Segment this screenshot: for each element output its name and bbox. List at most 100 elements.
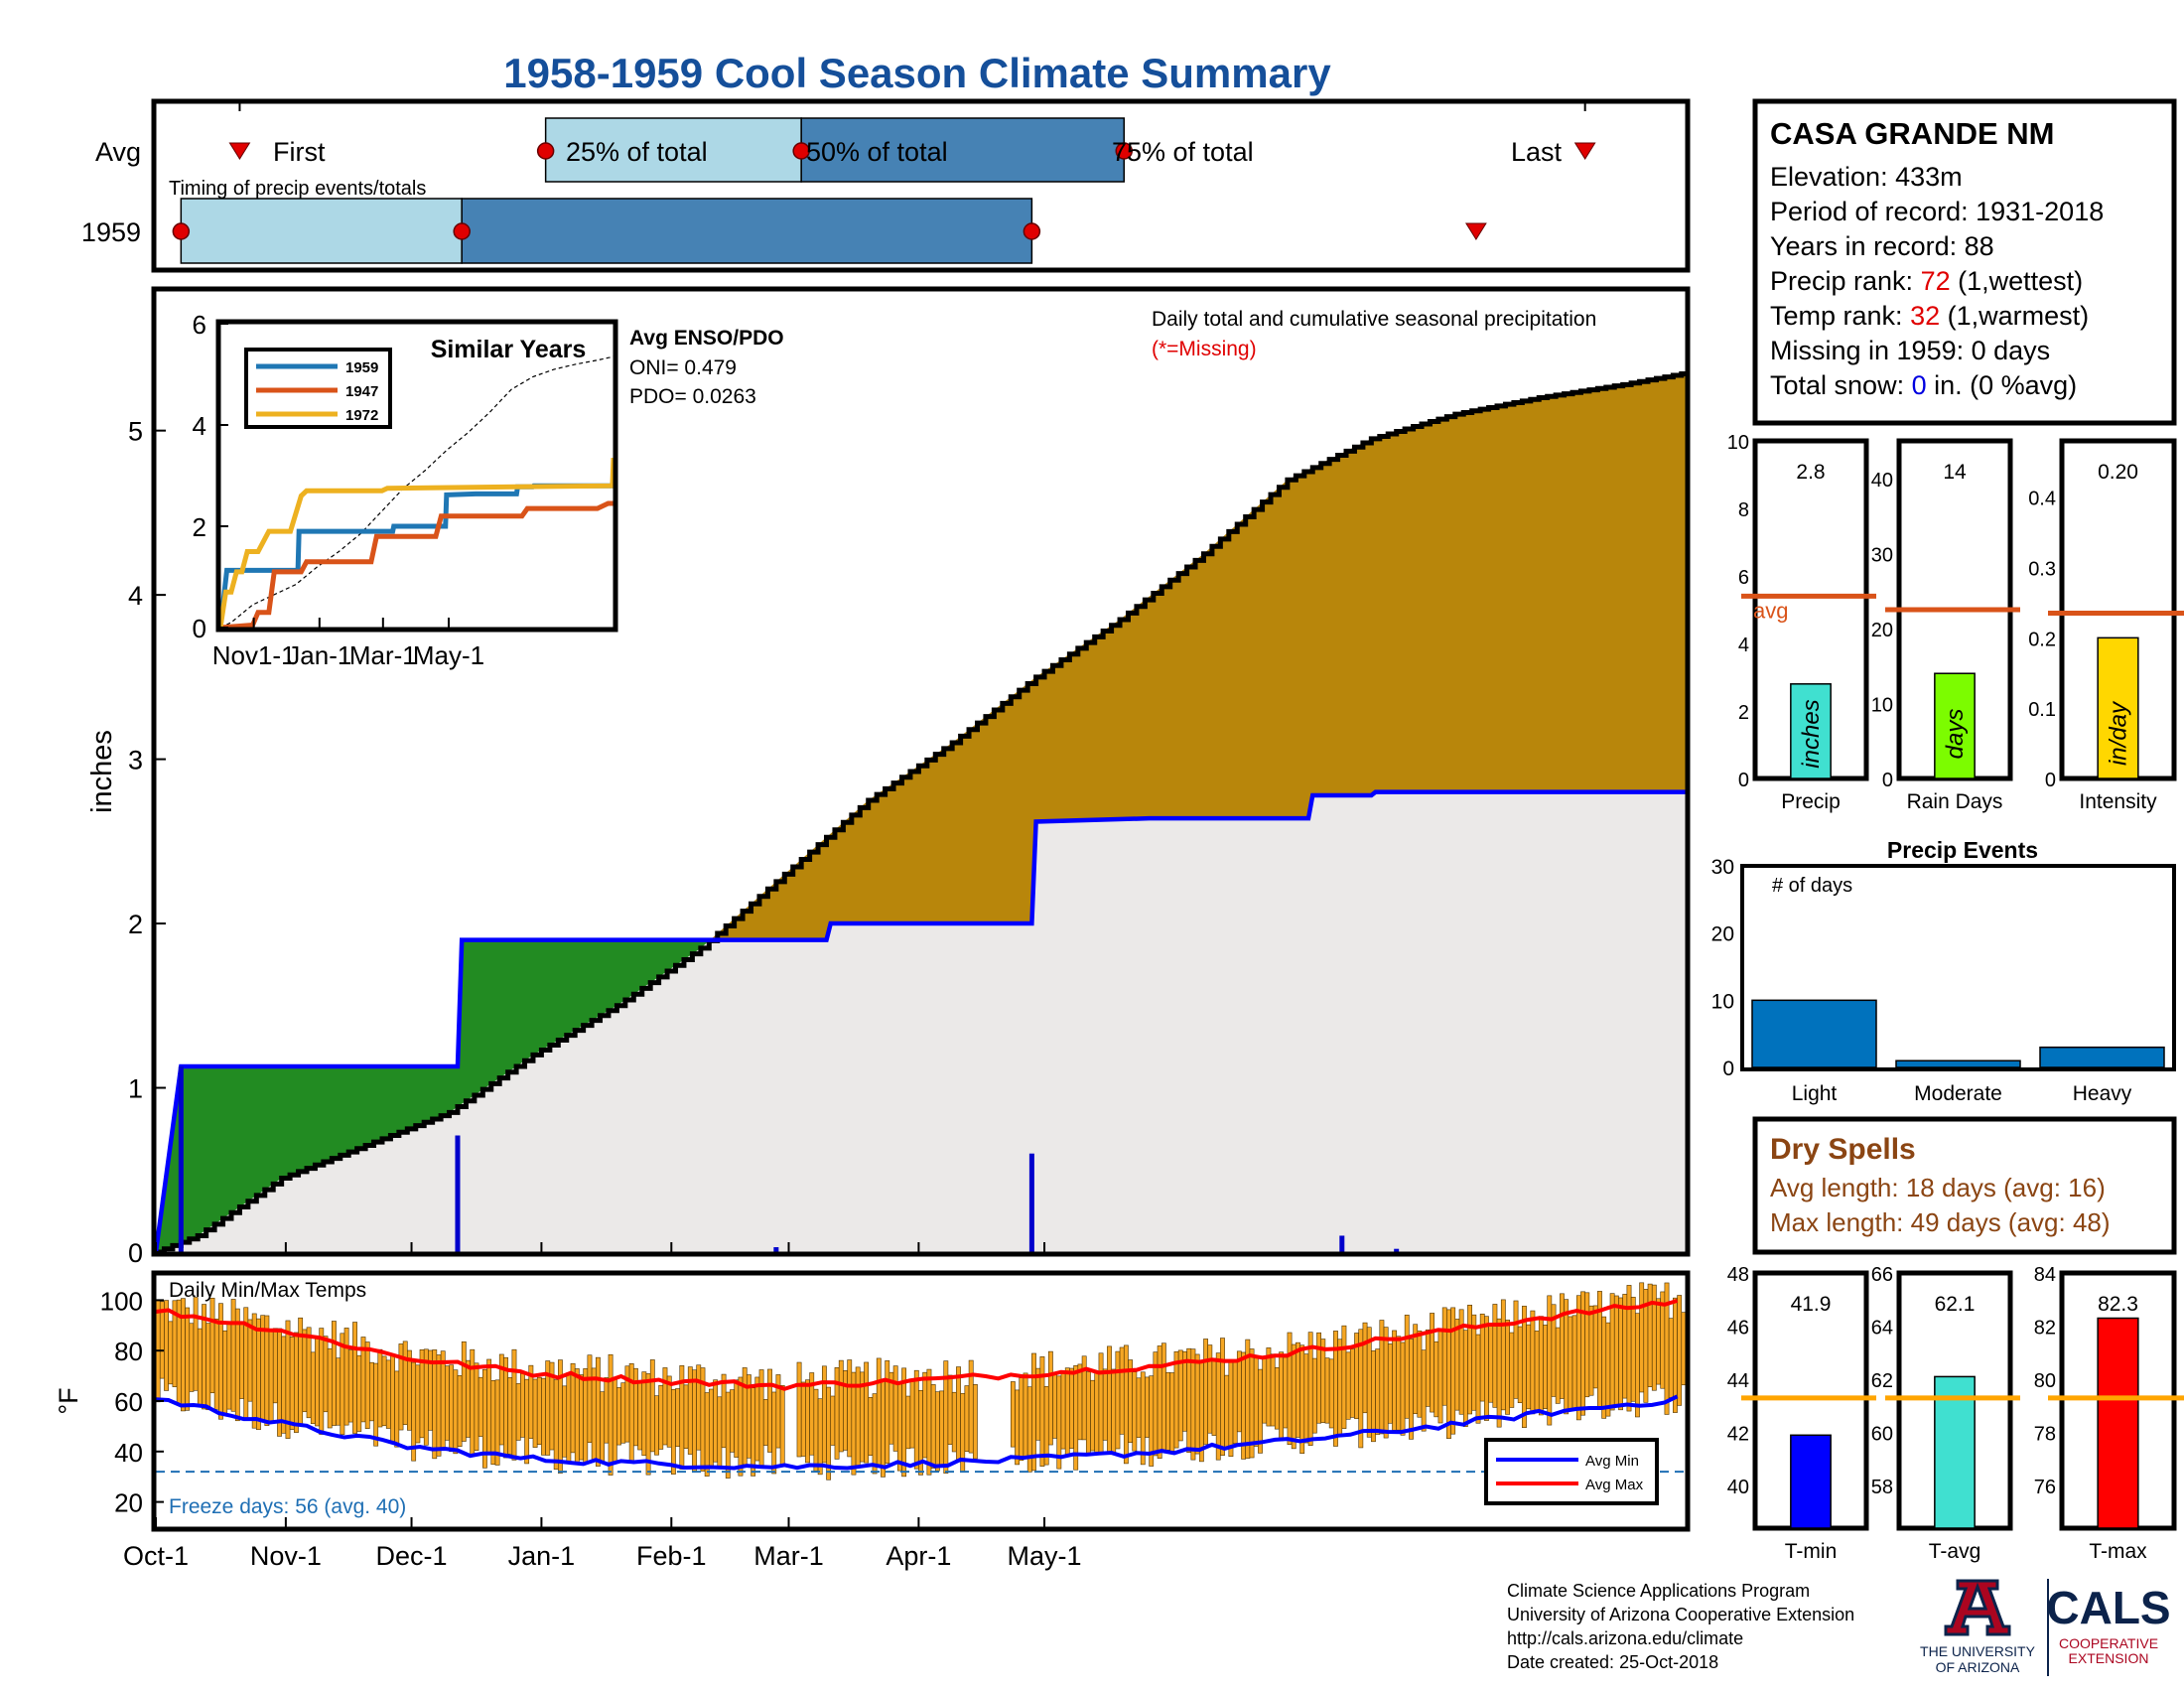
rain-days-y-tick: 30	[1871, 544, 1893, 566]
intensity-y-tick: 0.1	[2028, 699, 2056, 721]
daily-temp-bar	[402, 1340, 408, 1426]
daily-temp-bar	[1311, 1357, 1317, 1434]
daily-temp-bar	[1505, 1320, 1510, 1415]
daily-temp-bar	[1194, 1353, 1200, 1455]
daily-temp-bar	[164, 1300, 169, 1391]
daily-temp-bar	[600, 1391, 606, 1463]
daily-temp-bar	[754, 1376, 760, 1462]
avg-25-50-box	[544, 117, 802, 183]
daily-temp-bar	[1383, 1327, 1389, 1439]
timing-p75-label: 75% of total	[1112, 137, 1254, 167]
daily-precip-bar	[1339, 1235, 1345, 1252]
daily-temp-bar	[658, 1384, 664, 1450]
daily-temp-bar	[407, 1349, 412, 1431]
tmax-value: 82.3	[2098, 1293, 2138, 1316]
daily-temp-bar	[1509, 1332, 1515, 1408]
events-y-tick: 0	[1722, 1058, 1734, 1080]
daily-temp-bar	[956, 1366, 961, 1463]
cals-logo-text: CALS	[2046, 1582, 2170, 1633]
coop-text-2: EXTENSION	[2069, 1650, 2149, 1666]
daily-temp-bar	[1026, 1386, 1032, 1473]
precip-y-tick: 5	[128, 417, 143, 447]
daily-temp-bar	[876, 1357, 882, 1466]
daily-temp-bar	[1475, 1334, 1481, 1424]
daily-temp-bar	[1396, 1336, 1402, 1431]
tmax-x-label: T-max	[2089, 1540, 2147, 1563]
x-tick-label: May-1	[1008, 1541, 1082, 1571]
daily-temp-bar	[364, 1341, 370, 1429]
daily-temp-bar	[507, 1377, 513, 1455]
inset-line-1947	[219, 500, 614, 631]
precip-y-tick: 8	[1738, 499, 1749, 521]
daily-temp-bar	[369, 1361, 374, 1422]
daily-temp-bar	[1417, 1331, 1423, 1418]
daily-temp-bar	[1190, 1348, 1196, 1461]
precip-events-panel: Precip Events Light Moderate Heavy0102030 …	[1711, 837, 2176, 1105]
daily-temp-bar	[881, 1379, 886, 1478]
daily-temp-bar	[1387, 1343, 1393, 1424]
dry-max: Max length: 49 days (avg: 48)	[1770, 1207, 2111, 1237]
legend-avg-min: Avg Min	[1585, 1453, 1639, 1470]
inset-y-tick: 0	[193, 614, 206, 643]
intensity-x-label: Intensity	[2079, 790, 2157, 813]
enso-title: Avg ENSO/PDO	[629, 327, 784, 350]
tmax-y-tick: 84	[2034, 1264, 2056, 1286]
daily-temp-bar	[1564, 1299, 1570, 1415]
daily-temp-bar	[1450, 1307, 1456, 1435]
similar-years-plot	[217, 355, 616, 631]
daily-temp-bar	[738, 1376, 744, 1477]
station-temp-rank: Temp rank: 32 (1,warmest)	[1770, 301, 2089, 331]
daily-temp-bar	[1668, 1318, 1674, 1398]
daily-temp-bar	[1224, 1374, 1230, 1448]
timing-caption: Timing of precip events/totals	[169, 178, 426, 200]
tmax-y-tick: 82	[2034, 1318, 2056, 1340]
daily-temp-bar	[725, 1391, 731, 1479]
intensity-y-tick: 0.4	[2028, 489, 2056, 510]
intensity-panel: 0.20 0 0.1 0.2 0.3 0.4 Intensity in/day	[2028, 438, 2184, 813]
daily-temp-bar	[474, 1362, 479, 1451]
daily-temp-bar	[591, 1367, 597, 1463]
daily-temp-bar	[247, 1319, 253, 1402]
temp-label: Daily Min/Max Temps	[169, 1279, 366, 1302]
daily-temp-bar	[1437, 1329, 1443, 1424]
timing-frame	[151, 98, 1691, 273]
timing-last-label: Last	[1511, 137, 1563, 167]
daily-temp-bar	[1656, 1298, 1661, 1385]
inset-x-tick: Jan-1	[287, 640, 351, 670]
events-bar-moderate	[1895, 1059, 2021, 1068]
daily-temp-bar	[432, 1349, 438, 1460]
daily-temp-bar	[587, 1354, 593, 1444]
events-title: Precip Events	[1887, 837, 2038, 863]
rain-days-x-label: Rain Days	[1907, 790, 2003, 813]
enso-oni: ONI= 0.479	[629, 356, 737, 379]
daily-temp-bar	[1115, 1350, 1121, 1450]
daily-temp-bar	[1270, 1353, 1276, 1427]
daily-temp-bar	[708, 1388, 714, 1468]
daily-temp-bar	[1132, 1371, 1138, 1452]
tavg-y-tick: 60	[1871, 1424, 1893, 1446]
avg-50-75-box	[800, 117, 1126, 183]
daily-temp-bar	[913, 1369, 919, 1470]
intensity-y-tick: 0.3	[2028, 559, 2056, 581]
daily-temp-bar	[1560, 1293, 1565, 1399]
daily-temp-bar	[721, 1373, 727, 1449]
daily-temp-bar	[168, 1321, 174, 1385]
daily-temp-bar	[453, 1369, 459, 1455]
precip-y-tick: 6	[1738, 567, 1749, 589]
daily-temp-bar	[1488, 1323, 1494, 1403]
dry-title: Dry Spells	[1770, 1133, 1916, 1166]
daily-temp-bar	[1433, 1340, 1439, 1418]
daily-temp-bar	[1262, 1357, 1268, 1424]
inset-title: Similar Years	[431, 336, 587, 363]
intensity-value: 0.20	[2098, 461, 2138, 484]
daily-temp-bar	[381, 1355, 387, 1427]
tmin-y-tick: 40	[1727, 1477, 1749, 1498]
intensity-unit: in/day	[2106, 700, 2132, 766]
daily-temp-bar	[1630, 1297, 1636, 1402]
daily-temp-bar	[315, 1336, 320, 1427]
daily-precip-bar	[773, 1247, 779, 1252]
daily-temp-bar	[1500, 1299, 1506, 1411]
daily-temp-bar	[1320, 1339, 1326, 1423]
daily-temp-bar	[264, 1315, 270, 1426]
precip-y-tick: 10	[1727, 432, 1749, 454]
